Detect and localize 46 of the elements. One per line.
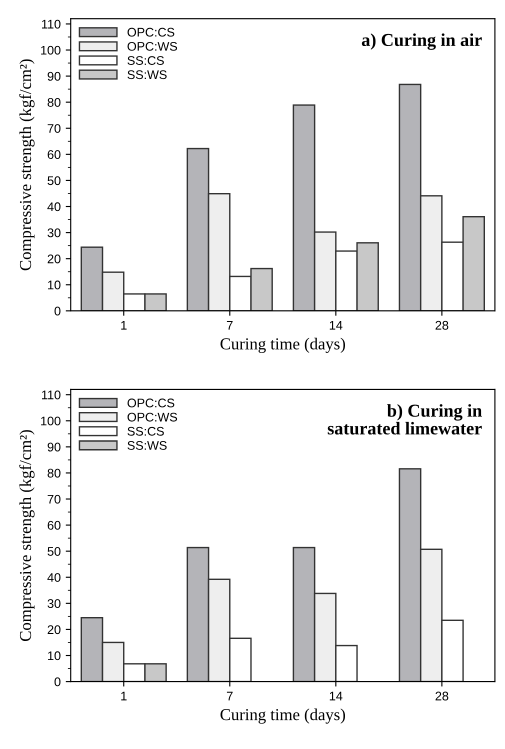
x-tick-label: 7	[226, 692, 233, 700]
y-tick-label: 50	[48, 176, 60, 186]
y-tick-label: 10	[48, 280, 60, 290]
legend-label: SS:CS	[128, 56, 164, 65]
y-tick-label: 30	[48, 228, 60, 238]
legend-label: OPC:CS	[128, 398, 174, 408]
text: b) Curing in saturated limewater	[328, 404, 482, 435]
legend-label: OPC:WS	[128, 42, 178, 51]
x-tick-label: 1	[121, 321, 127, 330]
y-tick-label: 80	[48, 98, 60, 107]
y-tick-label: 40	[47, 573, 60, 582]
y-tick-label: 110	[42, 390, 60, 400]
y-tick-label: 40	[47, 202, 60, 212]
y-tick-label: 30	[48, 599, 60, 608]
y-tick-label: 50	[48, 546, 60, 556]
x-axis-title: Curing time (days)	[220, 708, 346, 724]
y-tick-label: 100	[41, 46, 60, 55]
y-tick-label: 60	[48, 150, 60, 159]
y-tick-label: 20	[48, 625, 60, 634]
legend-label: SS:WS	[128, 70, 167, 80]
y-tick-label: 90	[48, 72, 60, 81]
y-tick-label: 70	[48, 494, 60, 504]
y-tick-label: 10	[48, 651, 60, 660]
y-tick-label: 80	[48, 468, 60, 478]
y-axis-title: Compressive strength (kgf/cm²)	[19, 59, 35, 270]
legend-label: OPC:WS	[128, 412, 178, 422]
x-tick-label: 28	[436, 692, 448, 700]
y-tick-label: 100	[41, 416, 60, 426]
y-axis-title: Compressive strength (kgf/cm²)	[19, 430, 35, 642]
legend-label: SS:CS	[128, 426, 164, 436]
y-tick-label: 70	[48, 124, 60, 133]
y-tick-label: 90	[48, 442, 60, 452]
legend-label: OPC:CS	[128, 28, 174, 37]
x-axis-title: Curing time (days)	[220, 338, 346, 353]
x-tick-label: 7	[226, 321, 233, 330]
y-tick-label: 0	[54, 306, 60, 316]
text: a) Curing in air	[362, 33, 482, 50]
x-tick-label: 28	[436, 320, 448, 330]
x-tick-label: 1	[121, 692, 127, 700]
x-tick-label: 14	[330, 692, 342, 700]
y-tick-label: 60	[48, 520, 60, 530]
x-tick-label: 14	[330, 321, 342, 330]
y-tick-label: 20	[48, 254, 60, 264]
legend-label: SS:WS	[128, 441, 167, 450]
y-tick-label: 0	[54, 677, 60, 686]
y-tick-label: 110	[42, 20, 60, 29]
